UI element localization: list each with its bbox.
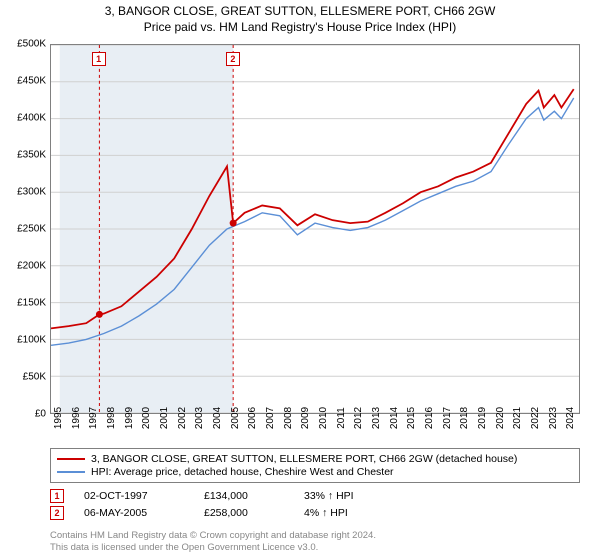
y-axis-tick-label: £0 [35,409,46,420]
x-axis-tick-label: 2008 [283,407,294,429]
x-axis-tick-label: 2015 [406,407,417,429]
event-price: £258,000 [204,507,284,519]
x-axis-tick-label: 2023 [548,407,559,429]
x-axis-tick-label: 2006 [247,407,258,429]
event-date: 06-MAY-2005 [84,507,184,519]
event-row: 1 02-OCT-1997 £134,000 33% ↑ HPI [50,489,580,503]
x-axis-tick-label: 2009 [300,407,311,429]
x-axis-tick-label: 2000 [141,407,152,429]
legend-label-property: 3, BANGOR CLOSE, GREAT SUTTON, ELLESMERE… [91,453,517,465]
x-axis-tick-label: 2004 [212,407,223,429]
x-axis-tick-label: 2010 [318,407,329,429]
legend-item-property: 3, BANGOR CLOSE, GREAT SUTTON, ELLESMERE… [57,453,573,465]
x-axis-tick-label: 2003 [194,407,205,429]
chart-plot-area [50,44,580,414]
x-axis-tick-label: 2012 [353,407,364,429]
x-axis-tick-label: 2020 [495,407,506,429]
y-axis-tick-label: £500K [17,39,46,50]
x-axis-tick-label: 2013 [371,407,382,429]
x-axis-tick-label: 2007 [265,407,276,429]
legend-box: 3, BANGOR CLOSE, GREAT SUTTON, ELLESMERE… [50,448,580,483]
y-axis-tick-label: £50K [23,372,46,383]
legend-label-hpi: HPI: Average price, detached house, Ches… [91,466,394,478]
x-axis-tick-label: 2011 [336,407,347,429]
y-axis-tick-label: £450K [17,76,46,87]
x-axis-tick-label: 2024 [565,407,576,429]
x-axis-tick-label: 1997 [88,407,99,429]
event-date: 02-OCT-1997 [84,490,184,502]
title-line-1: 3, BANGOR CLOSE, GREAT SUTTON, ELLESMERE… [0,4,600,18]
footer-copyright: Contains HM Land Registry data © Crown c… [50,530,580,554]
x-axis-tick-label: 2017 [442,407,453,429]
event-delta: 33% ↑ HPI [304,490,354,502]
x-axis-tick-label: 2001 [159,407,170,429]
event-badge-1: 1 [50,489,64,503]
y-axis-tick-label: £150K [17,298,46,309]
y-axis-tick-label: £300K [17,187,46,198]
x-axis-tick-label: 2014 [389,407,400,429]
event-badge-2: 2 [50,506,64,520]
x-axis-tick-label: 1999 [124,407,135,429]
chart-event-marker-badge: 2 [226,52,240,66]
x-axis-tick-label: 2018 [459,407,470,429]
footer-line-2: This data is licensed under the Open Gov… [50,542,580,554]
y-axis-tick-label: £200K [17,261,46,272]
x-axis-tick-label: 1998 [106,407,117,429]
x-axis-tick-label: 2019 [477,407,488,429]
x-axis-tick-label: 2021 [512,407,523,429]
chart-svg [51,45,579,413]
chart-title-block: 3, BANGOR CLOSE, GREAT SUTTON, ELLESMERE… [0,0,600,34]
event-price: £134,000 [204,490,284,502]
legend-item-hpi: HPI: Average price, detached house, Ches… [57,466,573,478]
legend-swatch-property [57,458,85,460]
event-delta: 4% ↑ HPI [304,507,348,519]
y-axis-tick-label: £250K [17,224,46,235]
title-line-2: Price paid vs. HM Land Registry's House … [0,20,600,34]
y-axis-tick-label: £100K [17,335,46,346]
y-axis-tick-label: £400K [17,113,46,124]
y-axis-tick-label: £350K [17,150,46,161]
x-axis-tick-label: 2022 [530,407,541,429]
footer-line-1: Contains HM Land Registry data © Crown c… [50,530,580,542]
legend-swatch-hpi [57,471,85,473]
event-row: 2 06-MAY-2005 £258,000 4% ↑ HPI [50,506,580,520]
x-axis-tick-label: 1996 [71,407,82,429]
x-axis-tick-label: 2005 [230,407,241,429]
chart-event-marker-badge: 1 [92,52,106,66]
x-axis-tick-label: 1995 [53,407,64,429]
x-axis-tick-label: 2016 [424,407,435,429]
x-axis-tick-label: 2002 [177,407,188,429]
events-table: 1 02-OCT-1997 £134,000 33% ↑ HPI 2 06-MA… [50,486,580,523]
